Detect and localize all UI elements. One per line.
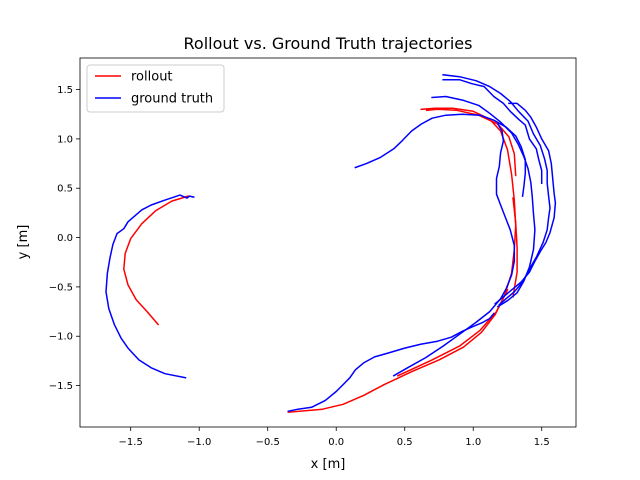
y-tick-label: −1.0 xyxy=(49,332,73,343)
ground-truth-trajectory-8 xyxy=(287,312,495,413)
y-axis-ticks: −1.5 −1.0 −0.5 0.0 0.5 1.0 1.5 xyxy=(49,85,80,392)
series-layer xyxy=(105,73,557,414)
ground-truth-trajectory-1 xyxy=(105,194,195,379)
y-tick-label: 1.5 xyxy=(57,85,73,96)
y-tick-label: 1.0 xyxy=(57,134,73,145)
chart-title: Rollout vs. Ground Truth trajectories xyxy=(184,34,473,53)
ground-truth-trajectory-5 xyxy=(442,78,543,185)
ground-truth-trajectory-6 xyxy=(494,102,557,305)
rollout-trajectory-1 xyxy=(123,195,190,326)
y-tick-label: −0.5 xyxy=(49,282,73,293)
x-tick-label: 1.5 xyxy=(534,437,550,448)
legend-label-ground-truth: ground truth xyxy=(131,92,213,107)
legend-label-rollout: rollout xyxy=(131,70,173,85)
x-tick-label: −0.5 xyxy=(256,437,280,448)
plot-frame xyxy=(79,57,577,428)
rollout-trajectory-4 xyxy=(425,108,517,177)
x-tick-label: 0.0 xyxy=(328,437,344,448)
rollout-trajectory-5 xyxy=(396,288,509,377)
legend-box xyxy=(86,64,225,113)
x-axis-ticks: −1.5 −1.0 −0.5 0.0 0.5 1.0 1.5 xyxy=(119,427,550,448)
x-tick-label: 0.5 xyxy=(397,437,413,448)
y-tick-label: −1.5 xyxy=(49,381,73,392)
ground-truth-trajectory-4 xyxy=(442,73,551,306)
rollout-trajectory-3 xyxy=(512,197,518,298)
y-axis-label: y [m] xyxy=(16,225,31,260)
ground-truth-trajectory-7 xyxy=(392,123,516,377)
x-axis-label: x [m] xyxy=(311,457,346,472)
y-tick-label: 0.5 xyxy=(57,184,73,195)
x-tick-label: −1.5 xyxy=(119,437,143,448)
y-tick-label: 0.0 xyxy=(57,233,73,244)
x-tick-label: −1.0 xyxy=(187,437,211,448)
x-tick-label: 1.0 xyxy=(465,437,481,448)
legend: rollout ground truth xyxy=(86,64,225,113)
